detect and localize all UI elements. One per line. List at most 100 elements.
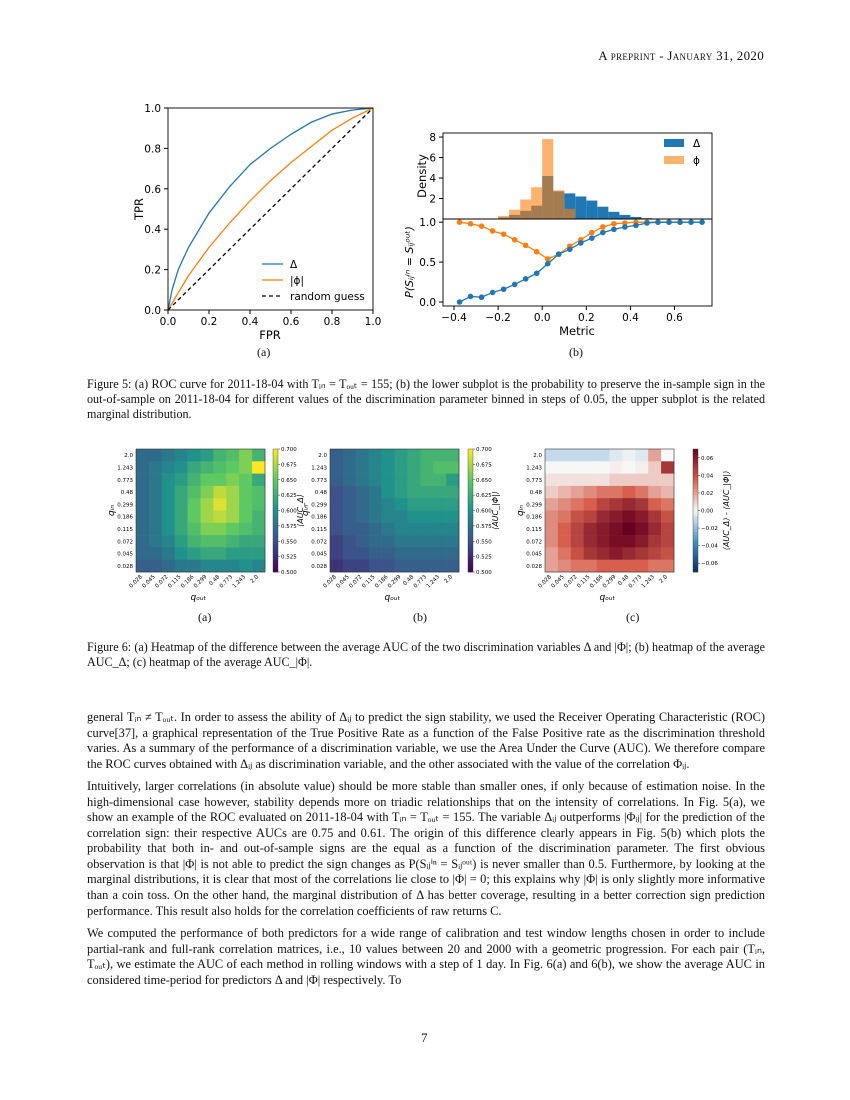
heatmap-cell — [187, 498, 201, 511]
heatmap-cell — [148, 522, 163, 536]
heatmap-cell — [330, 559, 344, 573]
heatmap-cell — [187, 522, 201, 536]
figure5-a-label: (a) — [257, 345, 271, 359]
heatmap-cell — [609, 547, 623, 560]
heatmap-cell — [622, 449, 636, 462]
x-tick-label: 0.299 — [387, 574, 403, 590]
heatmap-cell — [661, 535, 675, 548]
y-tick-label: 0.072 — [117, 539, 133, 545]
heatmap-cell — [330, 535, 344, 548]
x-tick-label: 0.299 — [602, 574, 618, 590]
heatmap-cell — [545, 559, 559, 573]
heatmap-cell — [622, 522, 636, 536]
heatmap-cell — [161, 522, 175, 536]
heatmap-cell — [596, 522, 610, 536]
heatmap-cell — [570, 559, 584, 573]
heatmap-cell — [355, 547, 369, 560]
probability-point — [544, 260, 551, 267]
legend-label: Δ — [290, 259, 298, 271]
heatmap-cell — [161, 473, 175, 487]
heatmap-cell — [239, 485, 253, 499]
x-tick-label: 0.072 — [348, 574, 363, 589]
colorbar-segment — [468, 482, 473, 487]
heatmap-cell — [433, 461, 447, 474]
colorbar-segment — [468, 568, 473, 573]
y-axis-label: qᵢₙ — [301, 505, 311, 516]
heatmap-cell — [355, 559, 369, 573]
probability-point — [555, 251, 562, 257]
histogram-bar — [553, 190, 565, 219]
probability-point — [500, 286, 507, 293]
colorbar-segment — [468, 510, 473, 514]
heatmap-cell — [545, 498, 559, 511]
probability-point — [456, 299, 463, 305]
colorbar-tick-label: 0.525 — [281, 555, 297, 561]
heatmap-cell — [407, 498, 421, 511]
histogram-bar — [619, 214, 631, 219]
heatmap-cell — [342, 547, 357, 560]
colorbar-segment — [273, 516, 278, 521]
heatmap-cell — [661, 522, 675, 536]
heatmap-cell — [407, 473, 421, 487]
colorbar-segment — [273, 476, 278, 481]
heatmap-cell — [161, 461, 175, 474]
probability-point — [688, 219, 694, 225]
heatmap-cell — [622, 461, 636, 474]
colorbar-segment — [273, 559, 278, 564]
colorbar-segment — [273, 473, 278, 477]
heatmap-cell — [342, 498, 357, 511]
heatmap-cell — [213, 449, 227, 462]
heatmap-cell — [330, 547, 344, 560]
colorbar-segment — [693, 504, 698, 508]
heatmap-cell — [583, 461, 597, 474]
heatmap-cell — [394, 485, 408, 499]
histogram-bar — [564, 208, 576, 219]
colorbar-segment — [468, 479, 473, 484]
heatmap-cell — [570, 473, 584, 487]
heatmap-cell — [583, 449, 597, 462]
colorbar-segment — [273, 467, 278, 471]
x-tick-label: 0.773 — [413, 574, 429, 590]
heatmap-cell — [381, 547, 395, 560]
heatmap-cell — [648, 498, 662, 511]
heatmap-cell — [609, 473, 623, 487]
heatmap-cell — [446, 559, 460, 573]
legend-swatch — [664, 139, 684, 147]
heatmap-cell — [187, 461, 201, 474]
x-axis-label: qₒᵤₜ — [600, 593, 616, 603]
heatmap-cell — [161, 559, 175, 573]
heatmap-cell — [381, 461, 395, 474]
heatmap-cell — [596, 449, 610, 462]
heatmap-cell — [136, 510, 150, 524]
heatmap-cell — [557, 522, 572, 536]
colorbar-segment — [693, 498, 698, 502]
heatmap-cell — [407, 485, 421, 499]
colorbar-segment — [693, 535, 698, 539]
heatmap-cell — [200, 547, 214, 560]
probability-point — [589, 235, 595, 241]
heatmap-cell — [583, 498, 597, 511]
colorbar-segment — [693, 544, 698, 548]
heatmap-cell — [596, 535, 610, 548]
x-tick-label: 0.4 — [622, 312, 639, 324]
heatmap-cell — [136, 473, 150, 487]
heatmap-cell — [213, 473, 227, 487]
heatmap-cell — [433, 473, 447, 487]
colorbar-segment — [273, 510, 278, 514]
heatmap-cell — [226, 510, 240, 524]
colorbar-segment — [468, 504, 473, 508]
colorbar-segment — [693, 568, 698, 573]
heatmap-cell — [239, 461, 253, 474]
heatmap-cell — [213, 498, 227, 511]
y-tick-label: 1.0 — [144, 103, 161, 115]
heatmap-cell — [342, 473, 357, 487]
y-tick-label: 0.072 — [526, 539, 542, 545]
heatmap-cell — [661, 547, 675, 560]
colorbar-segment — [273, 507, 278, 511]
heatmap-cell — [252, 522, 266, 536]
heatmap-cell — [420, 522, 434, 536]
heatmap-cell — [420, 449, 434, 462]
heatmap-cell — [148, 547, 163, 560]
probability-point — [467, 293, 474, 300]
